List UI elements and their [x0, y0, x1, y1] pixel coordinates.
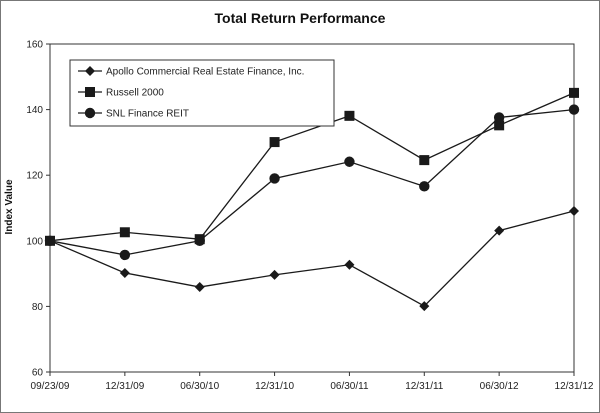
x-axis: 09/23/09 12/31/09 06/30/10 12/31/10 06/30/11… — [31, 372, 594, 392]
data-point — [44, 235, 56, 246]
data-point — [419, 181, 430, 192]
legend-label: Apollo Commercial Real Estate Finance, I… — [106, 67, 304, 78]
x-tick-label: 12/31/10 — [255, 381, 294, 392]
legend-box — [69, 59, 335, 127]
x-tick-label: 06/30/10 — [180, 381, 219, 392]
data-point — [344, 110, 355, 121]
data-point — [419, 301, 430, 312]
y-tick-label: 100 — [26, 236, 43, 247]
series-line — [49, 210, 575, 307]
data-point — [494, 225, 505, 236]
data-point — [344, 259, 355, 270]
legend-label: Russell 2000 — [106, 88, 164, 99]
data-point — [493, 112, 505, 123]
legend-entry: Russell 2000 — [78, 87, 164, 99]
data-point — [119, 249, 131, 261]
series-line — [49, 92, 575, 242]
y-axis: 60 80 100 120 140 160 — [26, 40, 50, 379]
chart-title: Total Return Performance — [215, 10, 386, 26]
data-point — [119, 267, 130, 278]
data-point — [119, 227, 130, 238]
data-point — [568, 104, 580, 115]
data-point — [419, 155, 430, 166]
x-tick-label: 12/31/12 — [555, 381, 594, 392]
y-tick-label: 140 — [26, 105, 43, 116]
legend-entry: SNL Finance REIT — [78, 107, 189, 120]
data-point — [569, 205, 579, 216]
x-tick-label: 06/30/11 — [330, 381, 369, 392]
legend-marker — [84, 107, 96, 119]
data-point — [194, 282, 205, 293]
x-tick-label: 12/31/09 — [105, 381, 144, 392]
data-point — [269, 137, 280, 148]
data-point — [194, 235, 205, 246]
legend-label: SNL Finance REIT — [106, 109, 189, 120]
series-circle — [44, 104, 580, 261]
legend-entry: Apollo Commercial Real Estate Finance, I… — [78, 66, 304, 78]
y-axis-label: Index Value — [4, 179, 15, 234]
data-point — [569, 87, 579, 98]
data-point — [344, 156, 355, 167]
data-point — [269, 269, 280, 280]
data-point — [494, 120, 505, 131]
legend-marker — [85, 66, 95, 76]
y-tick-label: 160 — [26, 40, 43, 51]
series-layer — [44, 87, 580, 312]
legend: Apollo Commercial Real Estate Finance, I… — [69, 59, 335, 127]
y-tick-label: 60 — [32, 368, 44, 379]
x-tick-label: 06/30/12 — [480, 381, 519, 392]
y-tick-label: 80 — [32, 302, 44, 313]
series-line — [49, 108, 575, 256]
x-tick-label: 09/23/09 — [31, 381, 70, 392]
data-point — [269, 173, 280, 184]
y-tick-label: 120 — [26, 171, 43, 182]
x-tick-label: 12/31/11 — [405, 381, 444, 392]
legend-marker — [85, 87, 95, 97]
